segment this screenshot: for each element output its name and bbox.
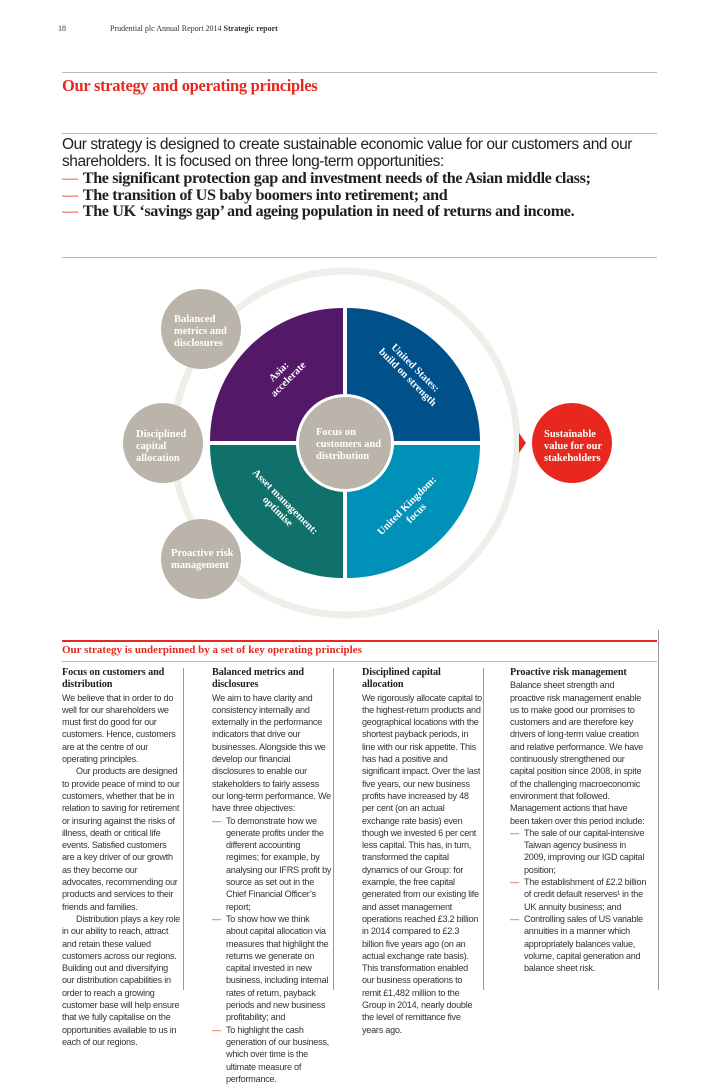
column-divider bbox=[333, 668, 334, 990]
bullet-list: To demonstrate how we generate profits u… bbox=[212, 815, 332, 1085]
paragraph: We believe that in order to do well for … bbox=[62, 692, 176, 765]
list-item: The establishment of £2.2 billion of cre… bbox=[510, 876, 648, 913]
column-proactive-risk: Proactive risk management Balance sheet … bbox=[510, 667, 648, 974]
opportunity-item: — The transition of US baby boomers into … bbox=[62, 185, 448, 204]
outcome-label: Sustainable value for our stakeholders bbox=[544, 429, 605, 464]
divider bbox=[62, 257, 657, 258]
list-item: Controlling sales of US variable annuiti… bbox=[510, 913, 648, 974]
column-focus-on-customers: Focus on customers and distribution We b… bbox=[62, 667, 180, 1048]
opportunities-list: — The significant protection gap and inve… bbox=[62, 170, 662, 220]
intro-paragraph: Our strategy is designed to create susta… bbox=[62, 136, 632, 170]
quadrant-asia bbox=[210, 308, 343, 441]
section-rule bbox=[62, 640, 657, 642]
column-title: Balanced metrics and disclosures bbox=[212, 667, 304, 691]
section-name: Strategic report bbox=[223, 24, 278, 33]
bullet-list: The sale of our capital-intensive Taiwan… bbox=[510, 827, 648, 975]
divider bbox=[62, 661, 657, 662]
divider bbox=[62, 72, 657, 73]
quadrant-united-kingdom bbox=[347, 445, 480, 578]
principle-label: Balanced metrics and disclosures bbox=[174, 314, 229, 349]
opportunity-item: — The significant protection gap and inve… bbox=[62, 169, 591, 188]
paragraph: Our products are designed to provide pea… bbox=[62, 766, 180, 912]
divider bbox=[62, 133, 657, 134]
list-item: The sale of our capital-intensive Taiwan… bbox=[510, 827, 648, 876]
center-circle bbox=[299, 397, 391, 489]
column-divider bbox=[183, 668, 184, 990]
column-balanced-metrics: Balanced metrics and disclosures We aim … bbox=[212, 667, 332, 1085]
list-item: To highlight the cash generation of our … bbox=[212, 1024, 332, 1085]
principle-disciplined-capital bbox=[123, 403, 203, 483]
principle-proactive-risk bbox=[161, 519, 241, 599]
list-item: To show how we think about capital alloc… bbox=[212, 913, 332, 1024]
paragraph: We aim to have clarity and consistency i… bbox=[212, 692, 331, 814]
paragraph: We rigorously allocate capital to the hi… bbox=[362, 692, 482, 1035]
quadrant-asset-management bbox=[210, 445, 343, 578]
column-divider bbox=[658, 630, 659, 990]
page-number: 18 bbox=[58, 24, 66, 33]
paragraph: Balance sheet strength and proactive ris… bbox=[510, 680, 645, 826]
strategy-intro: Our strategy is designed to create susta… bbox=[62, 136, 662, 220]
paragraph: Distribution plays a key role in our abi… bbox=[62, 913, 180, 1047]
principles-heading: Our strategy is underpinned by a set of … bbox=[62, 644, 362, 656]
quadrant-united-states bbox=[347, 308, 480, 441]
strategy-diagram: Focus on customers and distribution Asia… bbox=[123, 267, 612, 619]
column-title: Disciplined capital allocation bbox=[362, 667, 441, 691]
page-title: Our strategy and operating principles bbox=[62, 76, 318, 95]
arrow-icon bbox=[519, 433, 526, 453]
column-divider bbox=[483, 668, 484, 990]
principle-label: Disciplined capital allocation bbox=[136, 429, 189, 464]
center-label: Focus on customers and distribution bbox=[316, 427, 384, 462]
principle-label: Proactive risk management bbox=[171, 548, 236, 571]
document-name: Prudential plc Annual Report 2014 bbox=[110, 24, 222, 33]
column-title: Proactive risk management bbox=[510, 667, 627, 678]
list-item: To demonstrate how we generate profits u… bbox=[212, 815, 332, 913]
opportunity-item: — The UK ‘savings gap’ and ageing populat… bbox=[62, 202, 575, 221]
outcome-circle bbox=[532, 403, 612, 483]
column-title: Focus on customers and distribution bbox=[62, 667, 165, 691]
running-header: 18 Prudential plc Annual Report 2014 Str… bbox=[58, 24, 278, 33]
principle-balanced-metrics bbox=[161, 289, 241, 369]
column-disciplined-capital: Disciplined capital allocation We rigoro… bbox=[362, 667, 482, 1036]
